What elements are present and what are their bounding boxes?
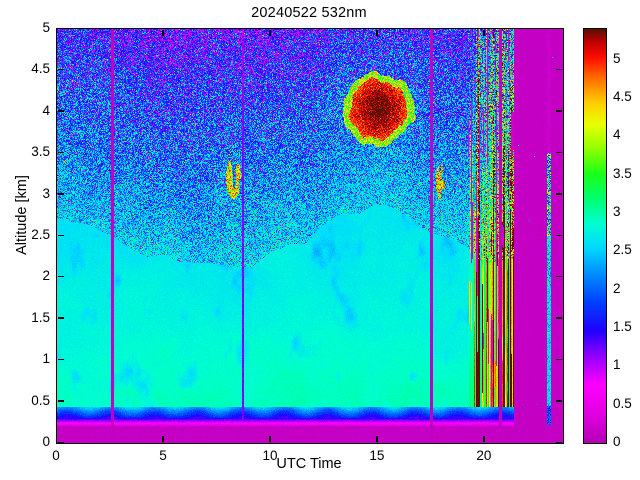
y-tick-mark-right: [556, 234, 562, 236]
y-tick-mark-right: [556, 400, 562, 402]
x-axis-label: UTC Time: [276, 456, 342, 472]
colorbar-gradient: [584, 29, 606, 443]
x-tick-label: 0: [52, 448, 60, 463]
y-tick-mark: [57, 358, 64, 361]
y-tick-mark-right: [556, 358, 562, 361]
x-tick-label: 20: [476, 448, 492, 463]
y-tick-mark: [57, 110, 64, 112]
x-tick-mark: [483, 436, 485, 442]
x-tick-mark-top: [269, 29, 271, 36]
y-tick-label: 2: [42, 268, 50, 284]
colorbar-tick-label: 0.5: [613, 395, 632, 411]
y-tick-label: 0.5: [31, 392, 50, 408]
y-tick-mark-right: [556, 317, 562, 319]
x-tick-label: 15: [369, 448, 385, 463]
colorbar: [583, 28, 607, 444]
x-tick-mark-top: [483, 29, 485, 36]
y-tick-mark-right: [556, 68, 562, 71]
colorbar-tick-label: 5: [613, 50, 621, 66]
y-tick-mark-right: [556, 110, 562, 112]
x-tick-mark: [376, 436, 378, 442]
x-tick-mark-top: [55, 29, 57, 36]
colorbar-tick-label: 3: [613, 204, 621, 219]
y-tick-mark: [57, 68, 64, 71]
y-tick-mark: [57, 275, 64, 278]
x-tick-label: 5: [159, 448, 167, 463]
y-tick-mark: [57, 27, 64, 29]
y-axis-tick-labels: 0 0.5 1 1.5 2 2.5 3 3.5 4 4.5 5: [0, 0, 50, 480]
y-tick-mark: [57, 234, 64, 236]
y-tick-mark-right: [556, 441, 562, 443]
x-tick-mark: [55, 436, 57, 442]
colorbar-tick-label: 4: [613, 127, 621, 143]
y-tick-mark: [57, 441, 64, 443]
x-tick-label: 10: [262, 448, 278, 463]
colorbar-tick-label: 0: [613, 434, 621, 449]
y-tick-mark: [57, 193, 64, 195]
x-tick-mark: [162, 436, 164, 442]
y-tick-label: 5: [42, 20, 50, 35]
y-tick-label: 4: [42, 102, 50, 118]
y-tick-mark: [57, 151, 64, 154]
x-tick-mark: [269, 436, 271, 442]
y-tick-label: 1: [42, 351, 50, 367]
colorbar-tick-label: 4.5: [613, 89, 632, 104]
y-tick-label: 2.5: [31, 227, 50, 242]
colorbar-tick-label: 2: [613, 280, 621, 296]
x-tick-mark-top: [376, 29, 378, 36]
y-tick-mark: [57, 317, 64, 319]
y-tick-mark: [57, 400, 64, 402]
y-tick-label: 0: [42, 434, 50, 449]
y-tick-mark-right: [556, 193, 562, 195]
heatmap-image: [57, 29, 563, 443]
y-tick-mark-right: [556, 27, 562, 29]
colorbar-tick-label: 2.5: [613, 242, 632, 258]
y-tick-mark-right: [556, 151, 562, 154]
y-tick-mark-right: [556, 275, 562, 278]
colorbar-tick-label: 1: [613, 357, 621, 373]
y-tick-label: 3.5: [31, 144, 50, 160]
y-tick-label: 3: [42, 185, 50, 201]
page-title: 20240522 532nm: [251, 5, 367, 21]
x-tick-mark-top: [162, 29, 164, 36]
plot-axes: [56, 28, 564, 444]
y-tick-label: 4.5: [31, 61, 50, 77]
colorbar-tick-label: 1.5: [613, 319, 632, 334]
y-tick-label: 1.5: [31, 309, 50, 325]
colorbar-tick-label: 3.5: [613, 165, 632, 181]
